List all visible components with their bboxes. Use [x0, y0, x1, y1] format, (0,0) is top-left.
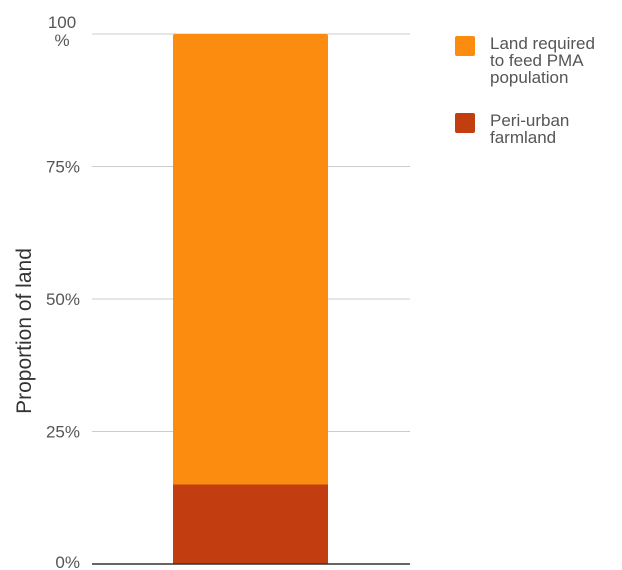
y-tick-label-75: 75% [46, 158, 80, 177]
y-tick-label-0: 0% [55, 553, 80, 570]
y-axis-label: Proportion of land [13, 248, 36, 414]
legend-label: Land required to feed PMA population [490, 34, 595, 87]
bar-stack [173, 34, 328, 564]
y-axis-ticks: 0% 25% 50% 75% 100% [46, 13, 80, 570]
legend-swatch [455, 113, 475, 133]
bar-segment-land-required [173, 34, 328, 485]
legend: Land required to feed PMA population Peri-u… [455, 34, 595, 147]
y-tick-label-50: 50% [46, 290, 80, 309]
legend-item-land-required: Land required to feed PMA population [455, 34, 595, 87]
y-tick-label-25: 25% [46, 423, 80, 442]
legend-swatch [455, 36, 475, 56]
y-tick-label-100: 100% [48, 13, 76, 50]
legend-label: Peri-urban farmland [490, 111, 569, 147]
bar-segment-peri-urban-farmland [173, 484, 328, 564]
legend-item-peri-urban-farmland: Peri-urban farmland [455, 111, 569, 147]
